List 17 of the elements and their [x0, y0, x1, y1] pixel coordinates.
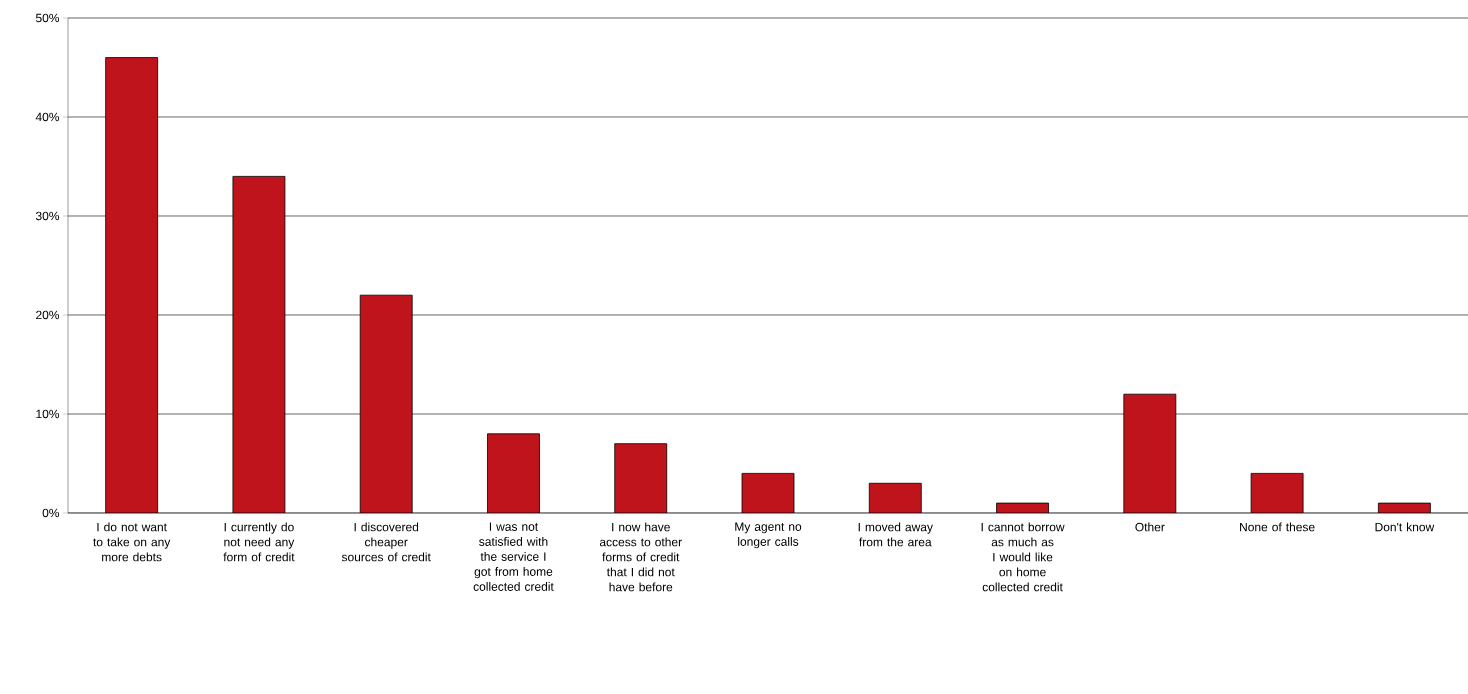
- y-tick-label: 10%: [36, 409, 60, 419]
- y-tick-label: 30%: [35, 211, 60, 221]
- x-tick-label: I cannot borrow as much as I would like on home collected credit: [981, 522, 1065, 592]
- x-tick-label: Don't know: [1375, 522, 1435, 532]
- y-tick-label: 20%: [36, 310, 60, 320]
- x-tick-label: I do not want to take on any more debts: [93, 522, 171, 562]
- x-tick-label: I currently do not need any form of credit: [223, 522, 295, 562]
- x-tick-label: I was not satisfied with the service I got from home collected credit: [473, 522, 554, 591]
- x-tick-label: My agent no longer calls: [735, 522, 802, 549]
- x-tick-label: Other: [1135, 522, 1165, 532]
- x-tick-label: I now have access to other forms of credit that I did not have before: [599, 522, 682, 592]
- y-tick-label: 40%: [35, 112, 60, 122]
- y-tick-label: 50%: [35, 13, 60, 23]
- y-tick-label: 0%: [42, 508, 60, 518]
- x-tick-label: I moved away from the area: [858, 522, 933, 547]
- x-tick-label: None of these: [1240, 522, 1315, 532]
- x-tick-label: I discovered cheaper sources of credit: [341, 522, 431, 562]
